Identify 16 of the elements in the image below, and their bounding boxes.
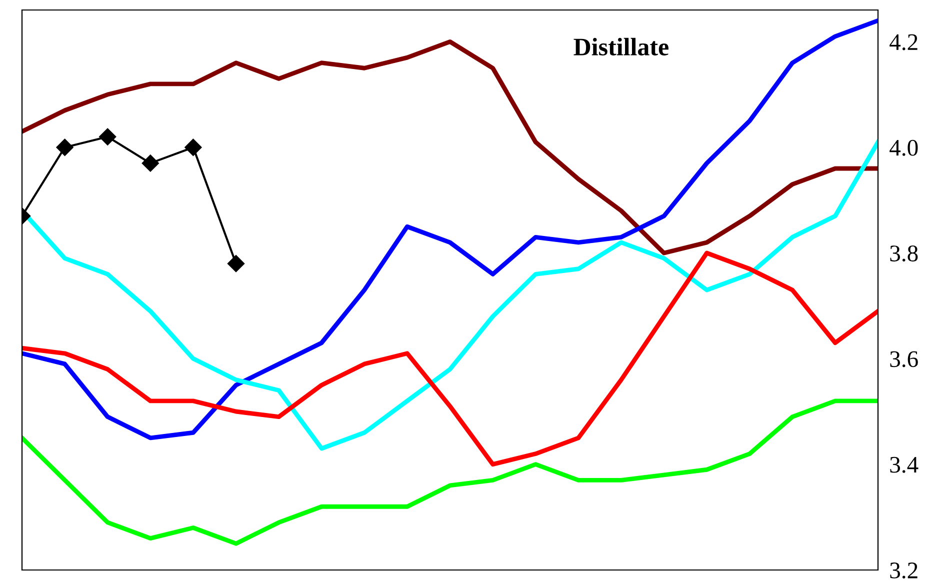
point — [142, 154, 159, 172]
point — [56, 138, 74, 156]
y-tick-label: 3.6 — [890, 351, 918, 368]
y-tick-label: 3.2 — [890, 562, 918, 579]
point — [227, 255, 245, 272]
line-series — [22, 39, 878, 256]
y-tick-label: 3.8 — [890, 246, 918, 262]
y-tick-label: 3.4 — [890, 456, 918, 473]
line-series — [22, 398, 878, 546]
point — [184, 138, 202, 156]
line-series — [22, 18, 878, 440]
point — [99, 128, 116, 146]
text: Distillate — [574, 38, 668, 56]
y-tick-label: 4.2 — [890, 34, 918, 50]
line-series — [22, 250, 878, 467]
y-tick-label: 4.0 — [890, 140, 918, 156]
